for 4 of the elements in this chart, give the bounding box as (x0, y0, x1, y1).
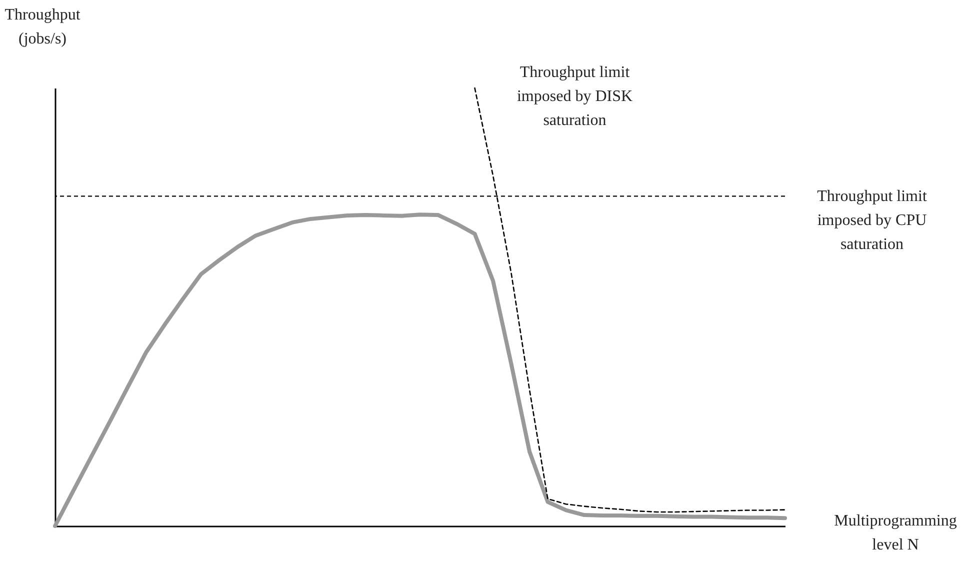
text: Throughput limit imposed by DISK saturation (516, 64, 633, 129)
x-axis-title: Multiprogramming level N (834, 512, 957, 554)
y-axis-title: Throughput (jobs/s) (4, 6, 81, 48)
ref-line-label: Throughput limit imposed by CPU saturation (817, 188, 928, 254)
